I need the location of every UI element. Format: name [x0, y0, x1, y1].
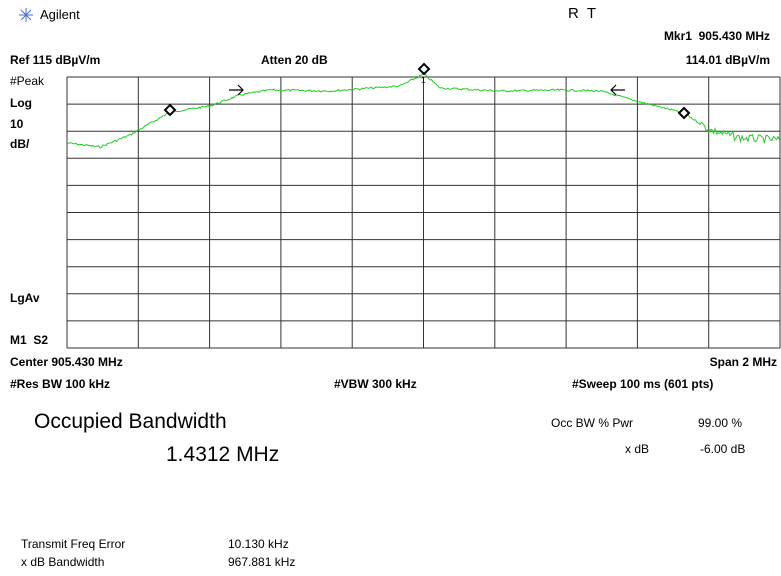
- arrows: [229, 84, 625, 96]
- marker-diamond: [417, 62, 431, 76]
- result-title: Occupied Bandwidth: [34, 410, 227, 433]
- marker-diamond: [677, 106, 691, 120]
- param-value: -6.00 dB: [700, 442, 746, 456]
- marker-number: 1: [421, 76, 426, 85]
- brand: Agilent: [40, 7, 80, 22]
- center: Center 905.430 MHz: [10, 355, 123, 369]
- atten: Atten 20 dB: [261, 53, 328, 67]
- detector: #Peak: [10, 74, 45, 88]
- result-value: 1.4312 MHz: [166, 443, 280, 466]
- ref-level: Ref 115 dBµV/m: [10, 53, 101, 67]
- param-label: x dB: [625, 442, 650, 456]
- status: R T: [568, 5, 597, 22]
- param-label: Occ BW % Pwr: [551, 416, 634, 430]
- sweep: #Sweep 100 ms (601 pts): [572, 377, 714, 391]
- marker-diamond: [163, 103, 177, 117]
- param-value: 99.00 %: [698, 416, 743, 430]
- avg: LgAv: [10, 291, 40, 305]
- vbw: #VBW 300 kHz: [334, 377, 417, 391]
- res-bw: #Res BW 100 kHz: [10, 377, 111, 391]
- span: Span 2 MHz: [709, 355, 777, 369]
- marker-freq: Mkr1 905.430 MHz: [663, 29, 770, 43]
- row-label: x dB Bandwidth: [21, 555, 105, 569]
- logo: [19, 8, 33, 22]
- scale: Log: [10, 96, 32, 110]
- row-value: 967.881 kHz: [228, 555, 296, 569]
- graticule: [66, 76, 781, 349]
- marker-level: 114.01 dBµV/m: [685, 53, 770, 67]
- row-label: Transmit Freq Error: [21, 537, 126, 551]
- mode: M1 S2: [10, 333, 49, 347]
- markers: [163, 62, 691, 120]
- per-div: 10: [10, 117, 24, 131]
- row-value: 10.130 kHz: [228, 537, 289, 551]
- unit: dB/: [10, 137, 30, 151]
